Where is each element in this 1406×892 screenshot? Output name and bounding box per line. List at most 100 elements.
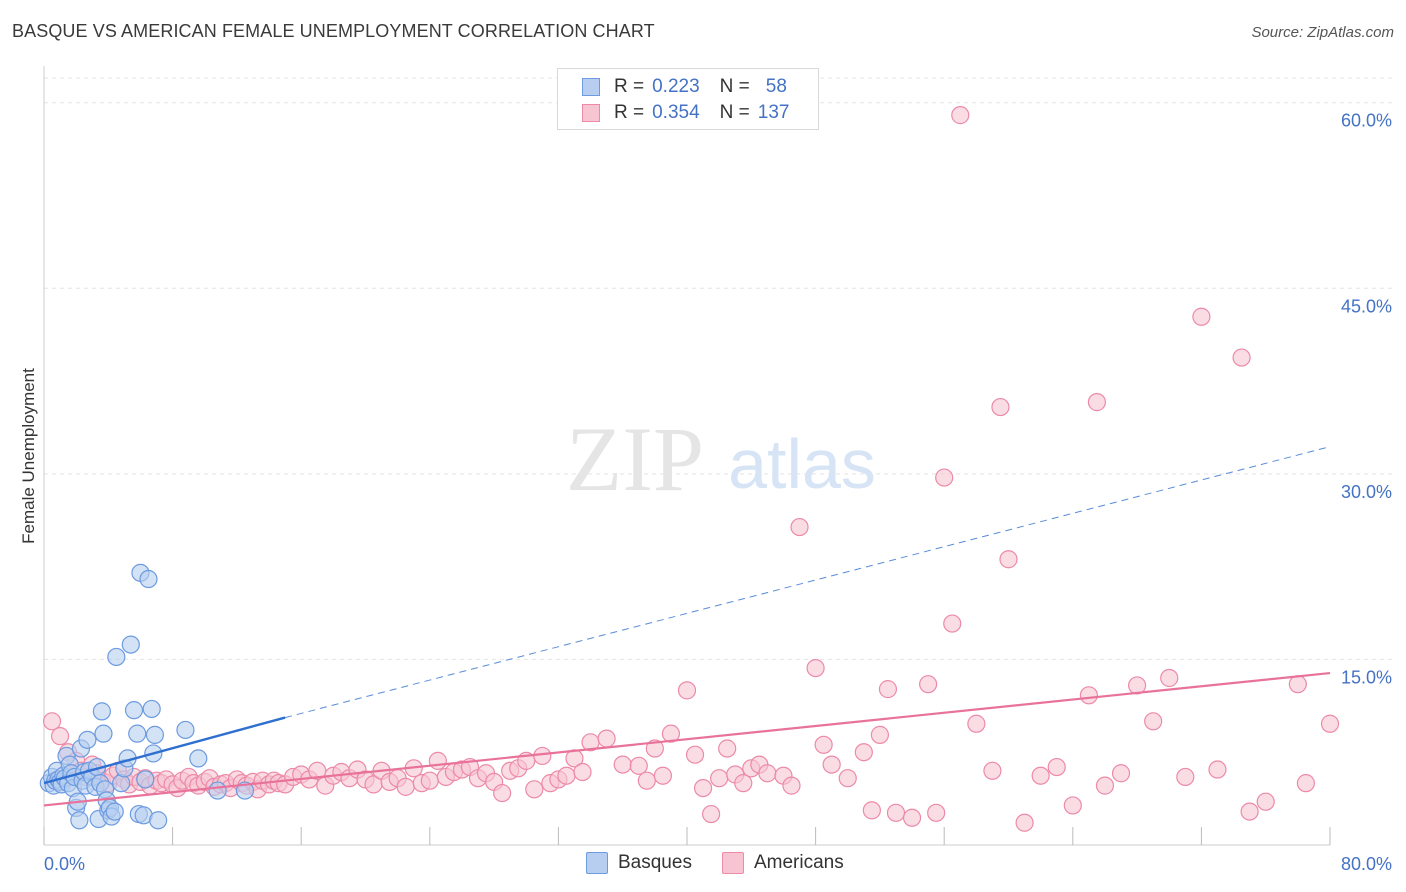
american-point	[1095, 776, 1115, 795]
american-point	[1288, 675, 1307, 694]
x-tick-label: 0.0%	[44, 854, 85, 874]
american-point	[613, 755, 632, 774]
american-point	[1320, 714, 1340, 733]
americans-swatch	[582, 104, 600, 122]
american-point	[710, 769, 729, 788]
american-point	[782, 776, 801, 795]
n-label: N =	[719, 102, 750, 123]
american-point	[1240, 802, 1259, 821]
american-point	[838, 769, 857, 788]
legend-item-basques[interactable]: Basques	[586, 852, 692, 874]
basque-point	[136, 770, 155, 789]
american-point	[967, 714, 986, 733]
american-point	[645, 739, 664, 758]
basque-point	[124, 701, 144, 720]
american-point	[886, 803, 906, 822]
basque-point	[112, 774, 131, 793]
y-tick-label: 15.0%	[1341, 667, 1392, 687]
watermark-atlas: atlas	[728, 425, 876, 503]
basque-point	[121, 635, 140, 654]
axes	[43, 66, 1331, 846]
american-point	[702, 804, 721, 824]
american-point	[1160, 668, 1179, 688]
basque-trend-line	[43, 716, 286, 785]
y-tick-label: 45.0%	[1341, 296, 1392, 316]
american-point	[951, 106, 970, 125]
american-point	[557, 766, 576, 785]
correlation-legend: R = 0.223 N = 58 R = 0.354 N = 137	[557, 68, 819, 130]
american-point	[790, 517, 809, 537]
american-point	[525, 780, 544, 799]
american-point	[428, 751, 447, 770]
american-point	[758, 764, 777, 783]
american-trend-line	[43, 671, 1331, 807]
american-point	[1192, 307, 1211, 326]
american-point	[999, 550, 1018, 569]
basque-point	[70, 811, 89, 830]
american-point	[870, 725, 890, 744]
american-point	[1015, 813, 1034, 832]
basque-point	[105, 802, 124, 821]
basques-legend-swatch	[586, 852, 608, 874]
american-point	[943, 614, 962, 633]
legend-row-americans: R = 0.354 N = 137	[582, 101, 789, 125]
basque-point	[149, 811, 168, 830]
american-point	[927, 803, 946, 822]
american-point	[814, 735, 833, 754]
source-credit: Source: ZipAtlas.com	[1251, 24, 1394, 41]
american-point	[50, 727, 70, 746]
basque-point	[176, 720, 195, 740]
basque-point	[107, 647, 126, 667]
american-point	[878, 680, 898, 699]
tick-labels: 15.0% 30.0% 45.0% 60.0% 0.0% 80.0%	[44, 111, 1392, 874]
american-point	[629, 756, 648, 775]
american-point	[935, 468, 954, 487]
american-point	[1087, 393, 1107, 412]
americans-legend-label: Americans	[753, 852, 844, 873]
american-points	[42, 106, 1340, 832]
basque-point	[189, 749, 208, 768]
basque-point	[139, 569, 158, 589]
american-point	[597, 729, 616, 748]
american-point	[693, 778, 713, 798]
legend-item-americans[interactable]: Americans	[721, 852, 844, 874]
basque-point	[92, 702, 111, 721]
watermark: ZIP atlas	[566, 408, 876, 510]
american-point	[983, 761, 1002, 780]
american-point	[734, 774, 753, 793]
legend-row-basques: R = 0.223 N = 58	[582, 75, 787, 99]
american-point	[718, 739, 737, 758]
american-point	[661, 724, 681, 743]
r-label: R =	[614, 76, 645, 97]
american-point	[1031, 766, 1050, 785]
american-point	[1176, 767, 1195, 787]
basques-legend-label: Basques	[618, 852, 692, 873]
american-point	[1047, 757, 1066, 777]
n-label: N =	[719, 76, 750, 97]
series-legend: Basques Americans	[586, 852, 874, 874]
americans-legend-swatch	[721, 852, 744, 874]
american-point	[1111, 764, 1131, 783]
american-point	[1296, 774, 1315, 793]
american-point	[637, 771, 656, 790]
american-point	[902, 808, 922, 827]
basque-points	[39, 563, 255, 830]
trend-lines	[43, 446, 1331, 807]
y-tick-label: 30.0%	[1341, 482, 1392, 502]
american-point	[396, 777, 415, 796]
basques-swatch	[582, 78, 600, 96]
n-value-americans: 137	[757, 102, 790, 123]
chart-title: BASQUE VS AMERICAN FEMALE UNEMPLOYMENT C…	[12, 21, 655, 41]
american-point	[42, 712, 62, 731]
american-point	[420, 771, 439, 790]
american-point	[1144, 712, 1163, 731]
x-tick-label: 80.0%	[1341, 854, 1392, 874]
american-point	[493, 783, 512, 803]
american-point	[677, 681, 697, 700]
american-point	[822, 755, 841, 774]
american-point	[1063, 796, 1082, 815]
american-point	[1079, 686, 1098, 705]
american-point	[919, 675, 938, 694]
basque-point	[128, 724, 147, 743]
